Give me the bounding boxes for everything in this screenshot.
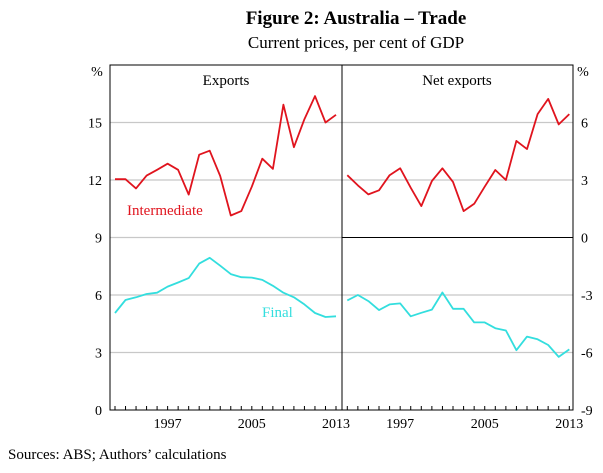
y-tick-label: -6	[581, 347, 593, 362]
y-tick-label: -9	[581, 404, 593, 419]
right-y-unit: %	[577, 65, 589, 80]
panel-title-net-exports: Net exports	[422, 73, 492, 89]
x-tick-label: 2005	[238, 417, 266, 432]
y-tick-label: 0	[95, 404, 102, 419]
left-y-unit: %	[91, 65, 103, 80]
x-tick-label: 2005	[471, 417, 499, 432]
x-tick-label: 1997	[154, 417, 182, 432]
intermediate-exports-line	[115, 95, 337, 217]
y-tick-label: -3	[581, 289, 593, 304]
y-tick-label: 0	[581, 232, 588, 247]
chart-subtitle: Current prices, per cent of GDP	[248, 33, 464, 52]
x-tick-label: 2013	[322, 417, 350, 432]
source-note: Sources: ABS; Authors’ calculations	[8, 447, 227, 463]
series-label-intermediate: Intermediate	[127, 203, 203, 219]
series-label-final: Final	[262, 305, 293, 321]
chart-title: Figure 2: Australia – Trade	[246, 8, 467, 29]
y-tick-label: 3	[95, 347, 102, 362]
intermediate-net-exports-line	[346, 98, 570, 212]
y-tick-label: 12	[88, 174, 102, 189]
panel-title-exports: Exports	[203, 73, 250, 89]
final-net-exports-line	[346, 291, 570, 358]
x-tick-label: 2013	[555, 417, 583, 432]
y-tick-label: 15	[88, 117, 102, 132]
y-tick-label: 9	[95, 232, 102, 247]
y-tick-label: 6	[95, 289, 102, 304]
x-tick-label: 1997	[386, 417, 414, 432]
final-exports-line	[114, 256, 337, 318]
y-tick-label: 3	[581, 174, 588, 189]
y-tick-label: 6	[581, 117, 588, 132]
